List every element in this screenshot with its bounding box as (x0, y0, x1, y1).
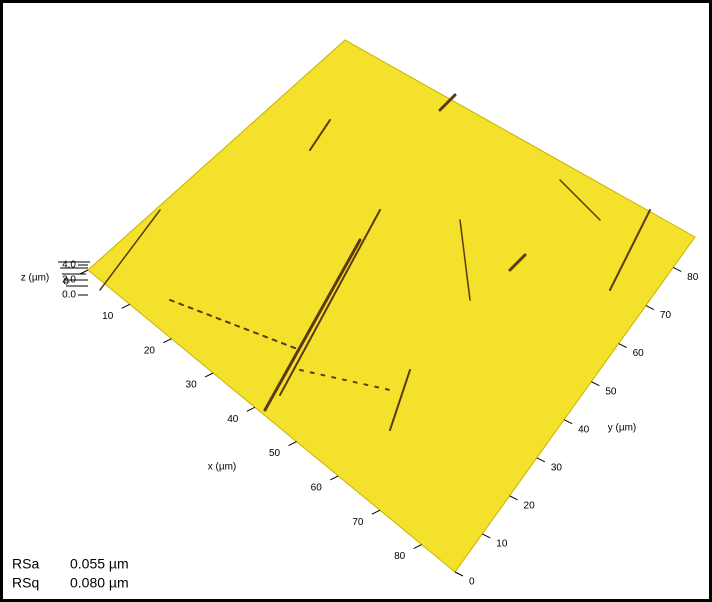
y-tick-label: 0 (469, 577, 475, 588)
annotation-text: 0.055 µm (70, 556, 129, 572)
x-tick-label: 80 (394, 551, 406, 562)
y-tick-label: 20 (524, 501, 536, 512)
y-tick-label: 70 (660, 310, 672, 321)
x-tick-label: 30 (186, 380, 198, 391)
x-tick-label: 10 (102, 311, 114, 322)
y-tick-label: 40 (578, 424, 590, 435)
z-tick-label: 4.0 (62, 260, 76, 271)
z-tick-label: 2.0 (62, 275, 76, 286)
chart: RSa 0.055 µm RSq 0.080 µm x (µm) y (µm) … (0, 0, 712, 602)
y-tick-label: 30 (551, 462, 563, 473)
x-tick-label: 40 (227, 414, 239, 425)
annotation-text: 0.080 µm (70, 575, 129, 591)
annotation-name: RSq (12, 575, 39, 591)
y-axis-label: y (µm) (608, 423, 637, 434)
x-tick-label: 70 (352, 517, 364, 528)
x-tick-label: 20 (144, 345, 156, 356)
y-tick-label: 50 (605, 386, 617, 397)
y-tick-label: 60 (633, 348, 645, 359)
annotation-name: RSa (12, 556, 39, 572)
y-tick-label: 80 (687, 272, 699, 283)
x-axis-label: x (µm) (208, 462, 237, 473)
x-tick-label: 60 (311, 483, 323, 494)
x-tick-label: 50 (269, 448, 281, 459)
z-tick-label: 0.0 (62, 290, 76, 301)
z-axis-label: z (µm) (21, 273, 50, 284)
y-tick-label: 10 (496, 539, 508, 550)
